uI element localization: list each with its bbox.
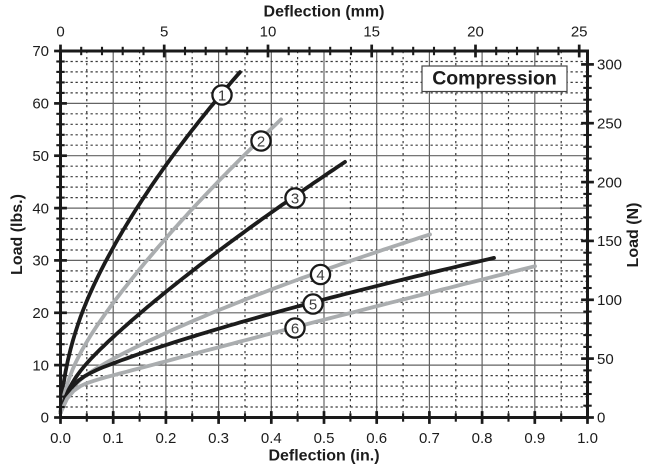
svg-text:10: 10 (260, 24, 277, 41)
svg-text:20: 20 (32, 305, 49, 322)
svg-text:0: 0 (41, 410, 49, 427)
svg-text:50: 50 (32, 148, 49, 165)
svg-text:40: 40 (32, 200, 49, 217)
svg-text:Load (N): Load (N) (625, 203, 642, 268)
svg-text:150: 150 (597, 233, 622, 250)
svg-text:0.3: 0.3 (208, 430, 229, 447)
svg-text:4: 4 (316, 267, 324, 284)
svg-text:300: 300 (597, 57, 622, 74)
svg-text:Load (lbs.): Load (lbs.) (9, 194, 26, 275)
svg-text:0.0: 0.0 (50, 430, 71, 447)
svg-text:0: 0 (597, 410, 605, 427)
svg-text:0.7: 0.7 (419, 430, 440, 447)
svg-text:0.6: 0.6 (366, 430, 387, 447)
svg-text:50: 50 (597, 351, 614, 368)
svg-text:6: 6 (291, 320, 299, 337)
svg-text:0: 0 (56, 24, 64, 41)
svg-text:25: 25 (571, 24, 588, 41)
svg-text:0.2: 0.2 (155, 430, 176, 447)
svg-text:Compression: Compression (432, 68, 557, 90)
svg-text:70: 70 (32, 43, 49, 60)
svg-text:200: 200 (597, 174, 622, 191)
svg-text:5: 5 (160, 24, 168, 41)
svg-text:100: 100 (597, 292, 622, 309)
svg-text:2: 2 (257, 133, 265, 150)
svg-text:15: 15 (363, 24, 380, 41)
svg-text:0.8: 0.8 (472, 430, 493, 447)
svg-text:20: 20 (467, 24, 484, 41)
svg-text:Deflection (in.): Deflection (in.) (268, 448, 379, 465)
svg-text:0.9: 0.9 (524, 430, 545, 447)
svg-text:5: 5 (309, 296, 317, 313)
svg-text:1.0: 1.0 (577, 430, 598, 447)
svg-text:1: 1 (218, 87, 226, 104)
svg-text:60: 60 (32, 96, 49, 113)
svg-text:0.1: 0.1 (103, 430, 124, 447)
svg-text:0.4: 0.4 (261, 430, 282, 447)
svg-text:30: 30 (32, 253, 49, 270)
svg-text:3: 3 (291, 190, 299, 207)
svg-text:10: 10 (32, 357, 49, 374)
svg-text:Deflection (mm): Deflection (mm) (264, 4, 385, 21)
svg-text:0.5: 0.5 (314, 430, 335, 447)
svg-text:250: 250 (597, 115, 622, 132)
